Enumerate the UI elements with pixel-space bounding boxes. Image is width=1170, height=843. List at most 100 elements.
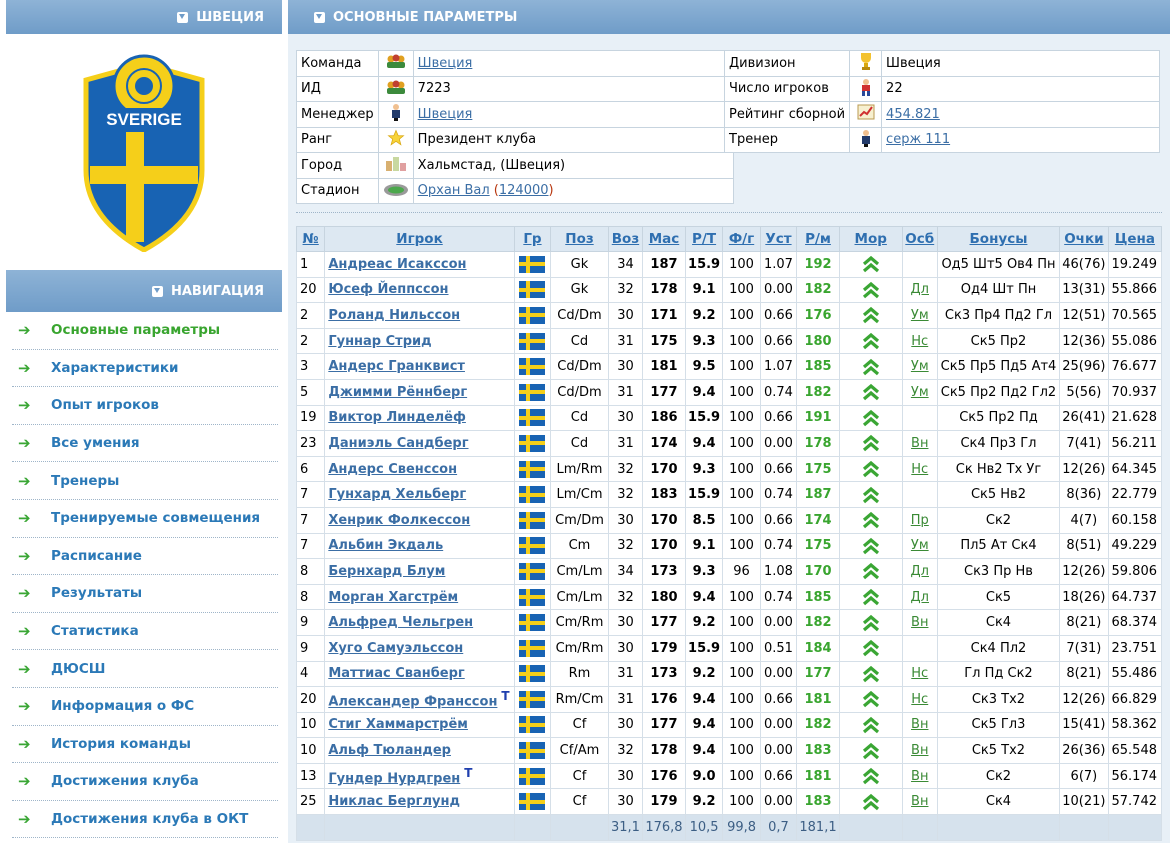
player-link[interactable]: Александер Франссон (328, 694, 498, 710)
player-link[interactable]: Юсеф Йеппссон (328, 282, 449, 298)
player-points: 7(41) (1059, 430, 1109, 457)
player-link[interactable]: Андреас Исакссон (328, 256, 467, 272)
player-age: 30 (607, 762, 644, 790)
col-age[interactable]: Воз (607, 226, 644, 252)
nav-item-skills[interactable]: ➔ Все умения (12, 425, 278, 463)
nav-item-experience[interactable]: ➔ Опыт игроков (12, 387, 278, 425)
special-link[interactable]: Дл (910, 282, 929, 298)
col-bonuses[interactable]: Бонусы (936, 226, 1061, 252)
special-link[interactable]: Ум (910, 359, 929, 375)
player-link[interactable]: Андерс Гранквист (328, 359, 465, 375)
special-link[interactable]: Вн (911, 435, 929, 451)
nav-item-coaches[interactable]: ➔ Тренеры (12, 462, 278, 500)
collapse-icon[interactable] (314, 11, 325, 23)
player-age: 30 (607, 506, 644, 534)
coach-link[interactable]: серж 111 (886, 132, 951, 148)
special-link[interactable]: Ум (910, 307, 929, 323)
special-link[interactable]: Дл (910, 563, 929, 579)
arrow-right-icon: ➔ (18, 321, 31, 340)
special-link[interactable]: Ум (910, 538, 929, 554)
player-position: Cm (550, 532, 609, 560)
special-link[interactable]: Пр (910, 512, 929, 528)
player-link[interactable]: Роланд Нильссон (328, 307, 461, 323)
nav-item-main-params[interactable]: ➔ Основные параметры (12, 312, 278, 350)
col-fatigue[interactable]: Уст (759, 226, 798, 252)
nav-item-schedule[interactable]: ➔ Расписание (12, 538, 278, 576)
player-price: 55.086 (1107, 327, 1163, 355)
player-link[interactable]: Андерс Свенссон (328, 461, 458, 477)
team-link[interactable]: Швеция (417, 55, 473, 71)
collapse-icon[interactable] (151, 285, 163, 297)
nav-item-fs-info[interactable]: ➔ Информация о ФС (12, 688, 278, 726)
stadium-link[interactable]: Орхан Вал (417, 183, 490, 199)
col-mastery[interactable]: Мас (642, 226, 686, 252)
player-link[interactable]: Гуннар Стрид (328, 333, 432, 349)
special-link[interactable]: Нс (911, 333, 929, 349)
player-link[interactable]: Маттиас Сванберг (328, 666, 465, 682)
stadium-capacity-link[interactable]: 124000 (498, 183, 549, 199)
col-morale[interactable]: Мор (838, 226, 903, 252)
col-player[interactable]: Игрок (324, 226, 515, 252)
player-link[interactable]: Виктор Линделёф (328, 410, 466, 426)
special-link[interactable]: Вн (911, 615, 929, 631)
col-rm[interactable]: Р/м (796, 226, 840, 252)
star-icon (377, 126, 414, 153)
param-value: 454.821 (881, 101, 1161, 128)
rating-link[interactable]: 454.821 (886, 106, 940, 122)
col-number[interactable]: № (295, 226, 326, 252)
player-age: 32 (607, 583, 644, 611)
player-link[interactable]: Бернхард Блум (328, 563, 446, 579)
table-row: 4 Маттиас Сванберг Rm 31 173 9.2 100 0.00 177 Нс Г… (295, 660, 1163, 688)
player-link[interactable]: Стиг Хаммарстрём (328, 717, 468, 733)
col-group[interactable]: Гр (513, 226, 552, 252)
player-price: 22.779 (1107, 481, 1163, 508)
nav-item-positions[interactable]: ➔ Тренируемые совмещения (12, 500, 278, 538)
player-link[interactable]: Альфред Чельгрен (328, 615, 474, 631)
param-label: Число игроков (723, 75, 851, 102)
player-link[interactable]: Альбин Экдаль (328, 538, 444, 554)
nav-item-youth[interactable]: ➔ ДЮСШ (12, 650, 278, 688)
player-link[interactable]: Хенрик Фолкессон (328, 512, 471, 528)
special-link[interactable]: Вн (911, 768, 929, 784)
player-fatigue: 1.08 (759, 558, 798, 585)
special-link[interactable]: Дл (910, 589, 929, 605)
nav-item-results[interactable]: ➔ Результаты (12, 575, 278, 613)
player-mastery: 181 (642, 353, 686, 380)
empty-cell (550, 814, 609, 842)
player-link[interactable]: Гунхард Хельберг (328, 487, 467, 503)
nav-item-characteristics[interactable]: ➔ Характеристики (12, 350, 278, 388)
special-link[interactable]: Вн (911, 794, 929, 810)
player-link[interactable]: Альф Тюландер (328, 743, 451, 759)
special-link[interactable]: Нс (911, 691, 929, 707)
player-link[interactable]: Никлас Берглунд (328, 794, 460, 810)
col-special[interactable]: Осб (901, 226, 938, 252)
player-link[interactable]: Гундер Нурдгрен (328, 771, 461, 787)
flag-cell (513, 634, 552, 662)
col-price[interactable]: Цена (1107, 226, 1163, 252)
col-rt[interactable]: Р/Т (684, 226, 724, 252)
flag-cell (513, 762, 552, 790)
player-link[interactable]: Хуго Самуэльссон (328, 640, 464, 656)
player-name-cell: Гуннар Стрид (324, 327, 515, 355)
nav-item-achievements-okt[interactable]: ➔ Достижения клуба в ОКТ (12, 801, 278, 839)
collapse-icon[interactable] (177, 11, 189, 23)
col-points[interactable]: Очки (1059, 226, 1109, 252)
player-morale (838, 327, 903, 355)
player-bonuses: Пл5 Ат Ск4 (936, 532, 1061, 560)
nav-item-history[interactable]: ➔ История команды (12, 726, 278, 764)
col-form[interactable]: Ф/г (722, 226, 761, 252)
chevron-up-icon (862, 486, 879, 503)
player-link[interactable]: Джимми Рённберг (328, 384, 468, 400)
special-link[interactable]: Вн (911, 717, 929, 733)
special-link[interactable]: Нс (911, 666, 929, 682)
player-link[interactable]: Морган Хагстрём (328, 589, 459, 605)
special-link[interactable]: Вн (911, 743, 929, 759)
nav-item-achievements[interactable]: ➔ Достижения клуба (12, 763, 278, 801)
player-link[interactable]: Даниэль Сандберг (328, 435, 469, 451)
nav-item-statistics[interactable]: ➔ Статистика (12, 613, 278, 651)
col-position[interactable]: Поз (550, 226, 609, 252)
special-link[interactable]: Нс (911, 461, 929, 477)
manager-link[interactable]: Швеция (417, 106, 473, 122)
special-link[interactable]: Ум (910, 384, 929, 400)
player-number: 6 (295, 455, 326, 483)
